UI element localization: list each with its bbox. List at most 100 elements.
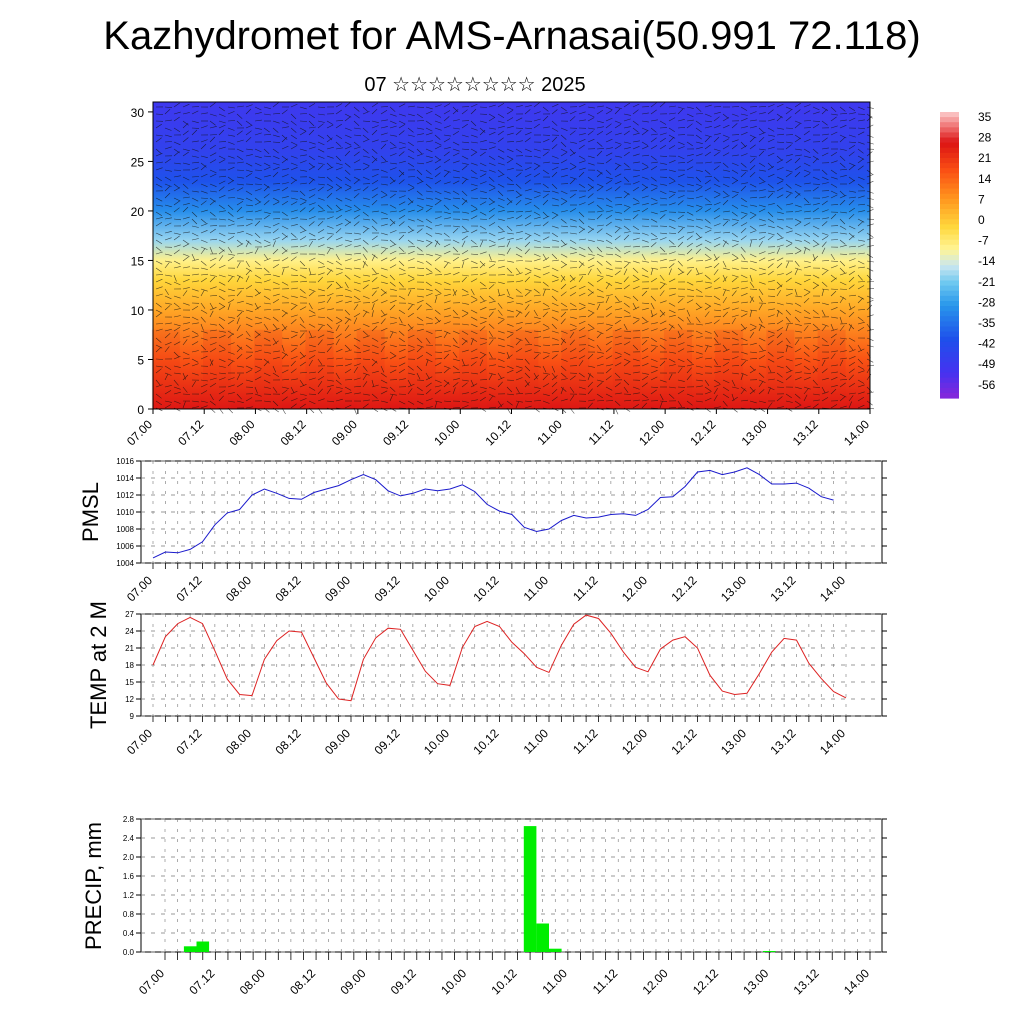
wind-barb — [731, 154, 739, 157]
wind-barb — [479, 368, 486, 374]
wind-barb — [290, 368, 297, 374]
wind-barb — [713, 151, 720, 157]
wind-barb — [344, 244, 352, 248]
wind-barb — [173, 260, 181, 265]
wind-barb — [812, 111, 820, 115]
wind-barb — [416, 204, 424, 209]
wind-barb — [371, 129, 378, 136]
wind-barb — [443, 379, 450, 385]
wind-barb — [776, 281, 783, 288]
wind-barb — [371, 325, 378, 332]
wind-barb — [794, 323, 802, 326]
wind-barb — [668, 105, 676, 108]
wind-barb — [398, 362, 406, 367]
wind-barb — [416, 260, 424, 264]
colorbar-segment — [940, 157, 959, 164]
wind-barb — [641, 339, 648, 346]
wind-barb — [812, 284, 819, 290]
wind-barb — [488, 295, 495, 301]
wind-barb — [767, 308, 775, 311]
wind-barb — [560, 387, 564, 395]
wind-barb — [857, 148, 864, 154]
wind-barb — [596, 322, 604, 325]
wind-barb — [650, 370, 658, 374]
wind-barb — [740, 260, 748, 263]
wind-barb — [668, 386, 676, 389]
wind-barb — [794, 330, 802, 333]
wind-barb — [398, 267, 406, 272]
wind-barb — [569, 193, 576, 199]
wind-barb — [488, 395, 494, 402]
wind-barb — [326, 216, 334, 220]
wind-barb — [713, 269, 719, 276]
wind-barb — [452, 197, 461, 200]
wind-barb — [308, 232, 316, 237]
wind-barb — [686, 211, 694, 216]
wind-barb — [830, 290, 837, 297]
wind-barb — [614, 141, 622, 145]
wind-barb — [713, 406, 721, 409]
wind-barb — [461, 197, 468, 203]
wind-barb — [560, 218, 567, 224]
wind-barb — [272, 228, 279, 234]
wind-barb — [515, 190, 522, 196]
wind-barb — [389, 394, 394, 402]
wind-barb — [605, 253, 614, 256]
wind-barb — [812, 323, 819, 329]
wind-barb — [542, 383, 550, 388]
wind-barb — [722, 311, 729, 318]
wind-barb — [614, 319, 621, 325]
colorbar-segment — [940, 168, 959, 174]
wind-barb — [623, 341, 631, 346]
wind-barb — [677, 386, 686, 388]
wind-barb — [308, 194, 316, 199]
wind-barb — [317, 260, 325, 265]
wind-barb — [425, 197, 433, 200]
x-tick-label: 12.12 — [690, 966, 721, 997]
wind-barb — [803, 260, 811, 263]
wind-barb — [326, 346, 332, 353]
wind-barb — [209, 173, 217, 178]
wind-barb — [362, 373, 368, 381]
wind-barb — [821, 196, 829, 199]
wind-barb — [848, 245, 856, 248]
wind-barb — [461, 379, 469, 382]
wind-barb — [641, 141, 649, 146]
wind-barb — [272, 171, 279, 178]
wind-barb — [740, 227, 747, 234]
wind-barb — [299, 340, 306, 346]
wind-barb — [641, 302, 650, 304]
wind-barb — [848, 196, 856, 199]
wind-barb — [560, 225, 568, 228]
wind-barb — [758, 112, 766, 115]
wind-barb — [812, 218, 821, 220]
wind-barb — [461, 211, 469, 214]
wind-barb — [704, 330, 712, 334]
wind-barb — [362, 261, 366, 269]
wind-barb — [848, 165, 855, 171]
wind-barb — [389, 288, 397, 291]
x-tick-label: 07.00 — [124, 417, 155, 448]
wind-barb — [614, 145, 622, 150]
colorbar-segment — [940, 377, 959, 384]
wind-barb — [695, 183, 703, 187]
wind-barb — [344, 197, 352, 201]
wind-barb — [461, 106, 470, 108]
wind-barb — [605, 210, 613, 213]
wind-barb — [299, 207, 306, 213]
wind-barb — [587, 138, 595, 143]
wind-barb — [290, 356, 298, 360]
wind-barb — [335, 167, 343, 171]
wind-barb — [605, 117, 613, 122]
wind-barb — [272, 287, 280, 290]
wind-barb — [542, 355, 550, 360]
wind-barb — [803, 278, 811, 283]
wind-barb — [371, 139, 379, 143]
wind-barb — [398, 124, 406, 129]
wind-barb — [209, 302, 214, 310]
wind-barb — [353, 127, 361, 130]
wind-barb — [164, 217, 172, 220]
wind-barb — [407, 326, 414, 332]
wind-barb — [830, 253, 835, 261]
wind-barb — [470, 197, 479, 199]
